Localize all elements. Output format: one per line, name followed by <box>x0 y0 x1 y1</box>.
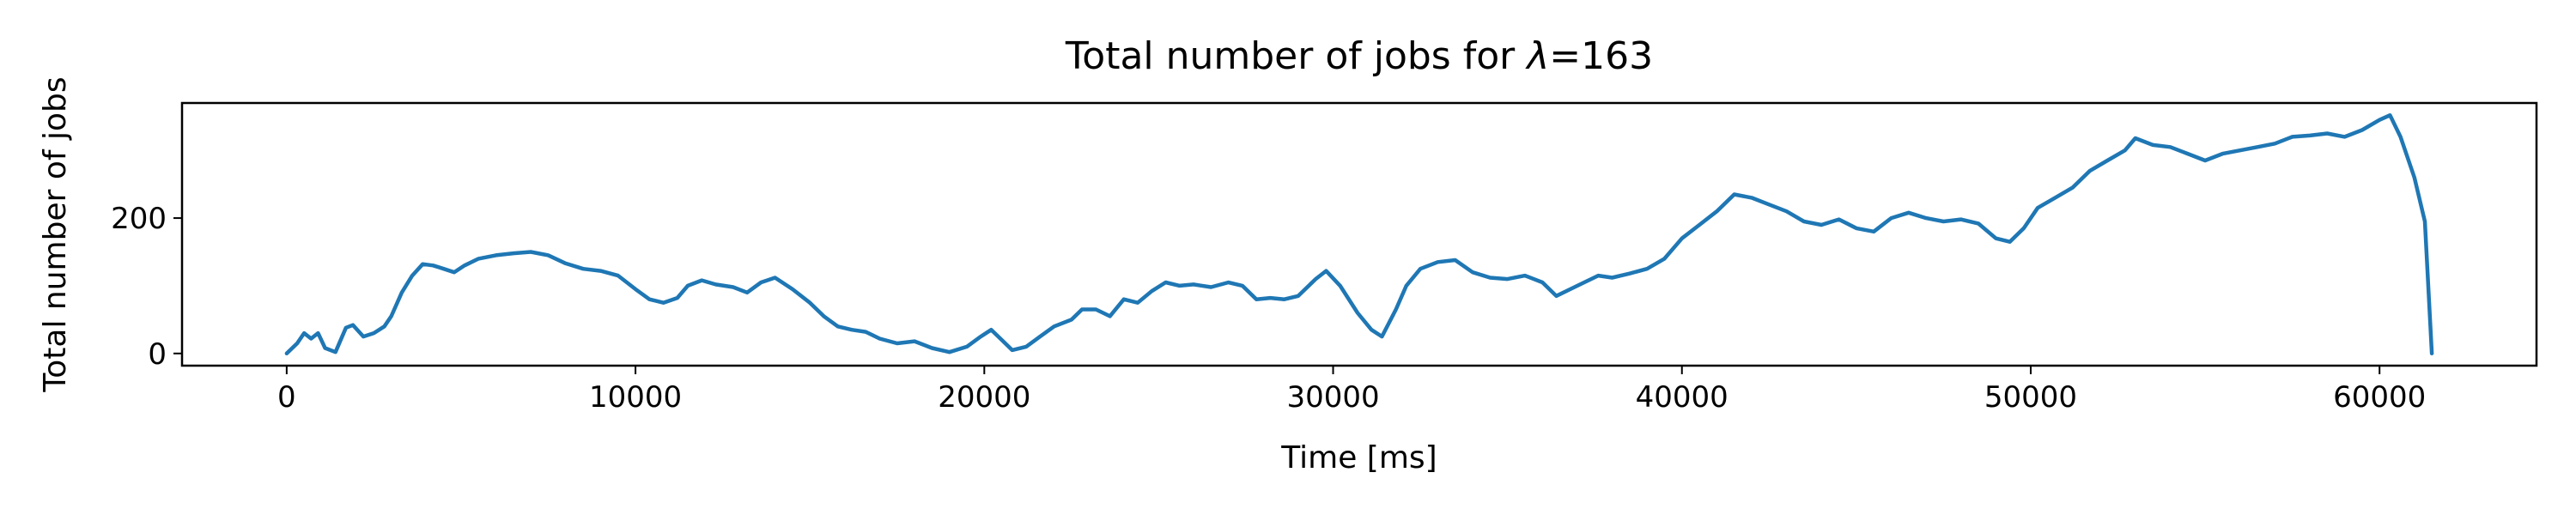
x-tick-label: 50000 <box>1984 380 2077 415</box>
x-tick-label: 10000 <box>589 380 682 415</box>
x-tick-label: 20000 <box>938 380 1030 415</box>
x-tick-label: 40000 <box>1636 380 1728 415</box>
series-layer <box>284 112 2434 356</box>
x-tick-label: 30000 <box>1286 380 1379 415</box>
y-tick-label: 200 <box>111 202 167 236</box>
y-axis-label: Total number of jobs <box>38 76 73 392</box>
x-tick-label: 60000 <box>2333 380 2426 415</box>
series-line <box>284 112 2434 356</box>
chart-title-prefix: Total number of jobs for <box>1065 34 1527 78</box>
chart-title: Total number of jobs for λ=163 <box>1065 34 1653 78</box>
axis-ticks: 0 10000 20000 30000 40000 50000 60000 0 200 <box>111 202 2426 415</box>
lambda-symbol: λ <box>1525 34 1549 78</box>
x-tick-label: 0 <box>277 380 296 415</box>
x-axis-label: Time [ms] <box>1280 440 1437 476</box>
plot-area-frame <box>180 101 2538 367</box>
y-tick-label: 0 <box>148 337 167 372</box>
chart-title-suffix: =163 <box>1549 34 1653 78</box>
